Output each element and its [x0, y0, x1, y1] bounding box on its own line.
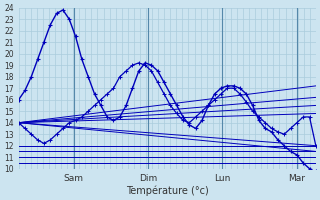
X-axis label: Température (°c): Température (°c)	[126, 185, 209, 196]
